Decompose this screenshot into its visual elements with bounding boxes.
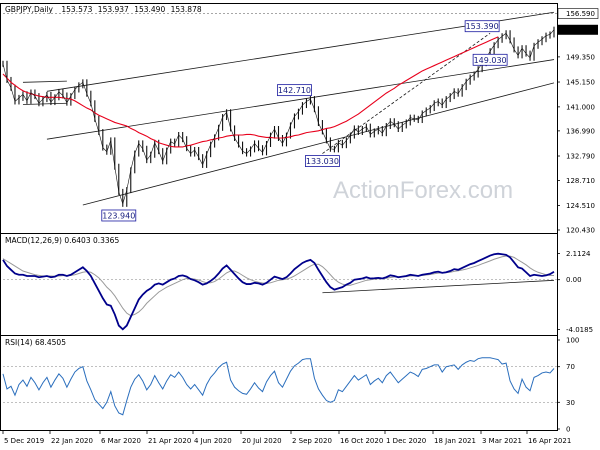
price-line bbox=[2, 29, 555, 205]
price-axis-tick-label: 120.430 bbox=[566, 227, 595, 235]
price-axis-tick-label: 149.350 bbox=[566, 53, 595, 61]
resistance-tag bbox=[557, 8, 599, 19]
macd-title: MACD(12,26,9) 0.6403 0.3365 bbox=[5, 236, 119, 245]
chart-title: GBPJPY,Daily bbox=[5, 5, 54, 14]
ohlc-open: 153.573 bbox=[61, 5, 92, 14]
price-annotation-label: 133.030 bbox=[306, 157, 339, 166]
macd-axis-tick-label: 2.1124 bbox=[566, 250, 591, 258]
last-price-tag bbox=[558, 24, 598, 35]
price-axis-tick-label: 136.990 bbox=[566, 127, 595, 135]
ohlc-low: 153.490 bbox=[134, 5, 165, 14]
macd-support-line bbox=[322, 279, 555, 294]
date-axis-tick-label: 18 Jan 2021 bbox=[434, 437, 476, 445]
date-axis-tick-label: 3 Mar 2021 bbox=[482, 437, 522, 445]
macd-signal-line bbox=[2, 255, 555, 317]
price-annotation-label: 123.940 bbox=[102, 211, 135, 220]
rsi-title: RSI(14) 68.4505 bbox=[5, 338, 66, 347]
channel-middle-line bbox=[46, 59, 555, 140]
price-axis-tick-label: 128.710 bbox=[566, 177, 595, 185]
price-axis-tick-label: 141.000 bbox=[566, 103, 595, 111]
macd-line bbox=[2, 252, 555, 331]
price-axis-tick-label: 145.150 bbox=[566, 79, 595, 87]
price-annotation-box bbox=[464, 20, 500, 33]
rsi-axis-tick-label: 0 bbox=[566, 426, 570, 434]
axes: 156.590 153.878 149.350 145.150 141.000 136.9… bbox=[2, 8, 599, 445]
date-axis-tick-label: 4 Jun 2020 bbox=[194, 437, 232, 445]
price-axis-tick-label: 124.510 bbox=[566, 202, 595, 210]
macd-axis-tick-label: -4.0185 bbox=[566, 326, 593, 334]
sma-line bbox=[2, 36, 499, 148]
date-axis-tick-label: 16 Oct 2020 bbox=[340, 437, 383, 445]
price-axis-tick-label: 132.790 bbox=[566, 153, 595, 161]
macd-axis-tick-label: 0.00 bbox=[566, 276, 582, 284]
macd-plot bbox=[2, 252, 557, 331]
price-annotation-label: 142.710 bbox=[278, 86, 311, 95]
date-axis-tick-label: 16 Apr 2021 bbox=[528, 437, 571, 445]
date-axis-tick-label: 2 Sep 2020 bbox=[292, 437, 332, 445]
rsi-axis-tick-label: 30 bbox=[566, 399, 575, 407]
price-axis-tick-label: 153.878 bbox=[566, 26, 595, 34]
price-annotation-box bbox=[101, 209, 137, 222]
date-axis-tick-label: 1 Dec 2020 bbox=[386, 437, 426, 445]
date-axis-tick-label: 5 Dec 2019 bbox=[4, 437, 44, 445]
rsi-pane bbox=[0, 335, 558, 431]
ohlc-high: 153.937 bbox=[98, 5, 129, 14]
watermark: ActionForex.com bbox=[333, 177, 513, 204]
rsi-line bbox=[2, 357, 555, 416]
date-axis-tick-label: 6 Mar 2020 bbox=[101, 437, 141, 445]
range-lower-line bbox=[22, 102, 67, 105]
channel-lower-line bbox=[82, 82, 555, 206]
price-annotation-label: 149.030 bbox=[474, 56, 507, 65]
svg-text:GBPJPY,Daily 153.573 1: GBPJPY,Daily 153.573 153.937 153.490 153… bbox=[5, 5, 202, 14]
price-annotation-label: 153.390 bbox=[466, 22, 499, 31]
price-annotation-box bbox=[472, 53, 508, 66]
rsi-plot bbox=[2, 357, 557, 416]
date-axis-tick-label: 20 Jul 2020 bbox=[242, 437, 282, 445]
rsi-axis-tick-label: 100 bbox=[566, 337, 579, 345]
price-plot: 153.390 149.030 142.710 133.030 123.940 bbox=[2, 11, 555, 222]
range-upper-line bbox=[22, 80, 67, 83]
ohlc-close: 153.878 bbox=[171, 5, 202, 14]
price-annotation-box bbox=[305, 155, 340, 167]
date-axis-tick-label: 22 Jan 2020 bbox=[51, 437, 93, 445]
price-axis-tick-label: 156.590 bbox=[566, 10, 595, 18]
price-annotation-box bbox=[277, 84, 312, 97]
date-axis-tick-label: 21 Apr 2020 bbox=[148, 437, 191, 445]
rsi-axis-tick-label: 70 bbox=[566, 363, 575, 371]
